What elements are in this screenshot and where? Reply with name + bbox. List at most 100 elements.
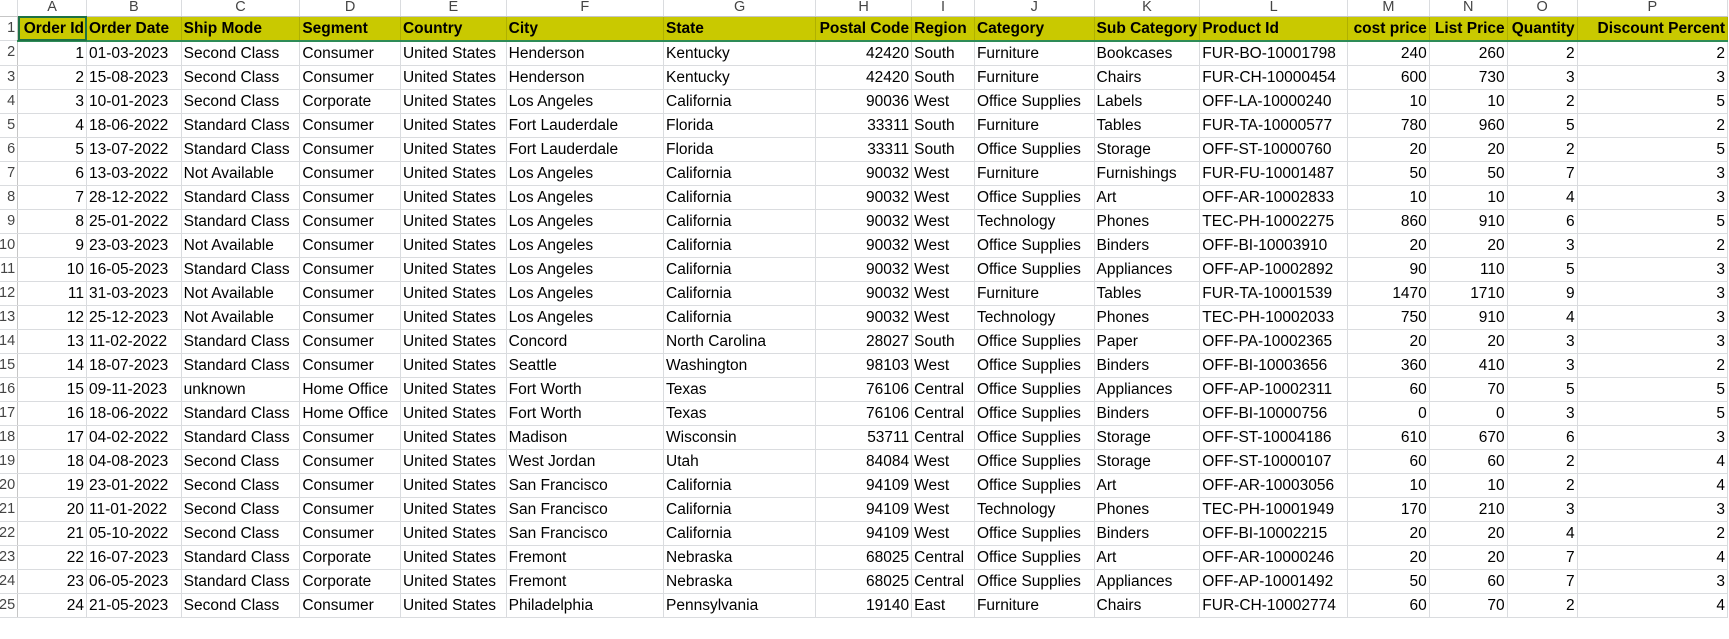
table-cell[interactable]: Los Angeles bbox=[506, 185, 665, 210]
table-cell[interactable]: Storage bbox=[1094, 137, 1201, 162]
column-header[interactable]: L bbox=[1199, 0, 1348, 17]
table-cell[interactable]: 20 bbox=[1347, 137, 1430, 162]
table-cell[interactable]: 2 bbox=[1507, 593, 1578, 618]
table-cell[interactable]: 50 bbox=[1429, 161, 1508, 186]
table-cell[interactable]: Utah bbox=[663, 449, 817, 474]
table-cell[interactable]: Storage bbox=[1094, 425, 1201, 450]
table-cell[interactable]: West bbox=[911, 185, 975, 210]
table-cell[interactable]: Seattle bbox=[506, 353, 665, 378]
table-cell[interactable]: 5 bbox=[1577, 401, 1729, 426]
table-cell[interactable]: 3 bbox=[1577, 425, 1729, 450]
table-cell[interactable]: 23-03-2023 bbox=[86, 233, 182, 258]
table-cell[interactable]: 53711 bbox=[815, 425, 913, 450]
table-cell[interactable]: California bbox=[663, 185, 817, 210]
table-cell[interactable]: Los Angeles bbox=[506, 89, 665, 114]
table-cell[interactable]: Office Supplies bbox=[974, 137, 1095, 162]
table-cell[interactable]: Texas bbox=[663, 401, 817, 426]
row-number[interactable]: 23 bbox=[0, 545, 19, 570]
table-cell[interactable]: Consumer bbox=[299, 40, 401, 66]
table-cell[interactable]: 2 bbox=[1577, 113, 1729, 138]
table-cell[interactable]: Consumer bbox=[299, 113, 401, 138]
table-cell[interactable]: California bbox=[663, 209, 817, 234]
table-cell[interactable]: 910 bbox=[1429, 209, 1508, 234]
table-cell[interactable]: 84084 bbox=[815, 449, 913, 474]
table-cell[interactable]: 2 bbox=[1507, 89, 1578, 114]
table-cell[interactable]: Texas bbox=[663, 377, 817, 402]
table-cell[interactable]: United States bbox=[400, 233, 507, 258]
row-number[interactable]: 19 bbox=[0, 449, 19, 474]
table-cell[interactable]: 04-08-2023 bbox=[86, 449, 182, 474]
table-cell[interactable]: West bbox=[911, 521, 975, 546]
table-cell[interactable]: Los Angeles bbox=[506, 161, 665, 186]
header-cell[interactable]: Category bbox=[974, 16, 1095, 42]
table-cell[interactable]: 10 bbox=[1429, 89, 1508, 114]
table-cell[interactable]: 24 bbox=[17, 593, 87, 618]
table-cell[interactable]: 6 bbox=[17, 161, 87, 186]
table-cell[interactable]: Consumer bbox=[299, 137, 401, 162]
table-cell[interactable]: 20 bbox=[1429, 137, 1508, 162]
table-cell[interactable]: 11-01-2022 bbox=[86, 497, 182, 522]
table-cell[interactable]: Fort Worth bbox=[506, 401, 665, 426]
column-header[interactable]: P bbox=[1577, 0, 1729, 17]
table-cell[interactable]: Second Class bbox=[181, 473, 301, 498]
table-cell[interactable]: Consumer bbox=[299, 497, 401, 522]
table-cell[interactable]: 3 bbox=[1577, 569, 1729, 594]
table-cell[interactable]: Not Available bbox=[181, 161, 301, 186]
table-cell[interactable]: 3 bbox=[1507, 353, 1578, 378]
table-cell[interactable]: 8 bbox=[17, 209, 87, 234]
table-cell[interactable]: 10-01-2023 bbox=[86, 89, 182, 114]
row-number[interactable]: 8 bbox=[0, 185, 19, 210]
column-header[interactable]: C bbox=[181, 0, 301, 17]
table-cell[interactable]: West bbox=[911, 89, 975, 114]
column-header[interactable]: J bbox=[974, 0, 1095, 17]
table-cell[interactable]: OFF-BI-10002215 bbox=[1199, 521, 1348, 546]
table-cell[interactable]: 90 bbox=[1347, 257, 1430, 282]
table-cell[interactable]: United States bbox=[400, 185, 507, 210]
table-cell[interactable]: Chairs bbox=[1094, 593, 1201, 618]
table-cell[interactable]: Second Class bbox=[181, 593, 301, 618]
row-number[interactable]: 9 bbox=[0, 209, 19, 234]
table-cell[interactable]: 5 bbox=[1507, 377, 1578, 402]
table-cell[interactable]: United States bbox=[400, 521, 507, 546]
table-cell[interactable]: Phones bbox=[1094, 305, 1201, 330]
table-cell[interactable]: Art bbox=[1094, 185, 1201, 210]
column-header[interactable]: M bbox=[1347, 0, 1430, 17]
table-cell[interactable]: United States bbox=[400, 473, 507, 498]
header-cell[interactable]: City bbox=[506, 16, 665, 42]
table-cell[interactable]: 5 bbox=[1507, 113, 1578, 138]
table-cell[interactable]: 3 bbox=[1577, 161, 1729, 186]
table-cell[interactable]: 42420 bbox=[815, 40, 913, 66]
table-cell[interactable]: 20 bbox=[1429, 521, 1508, 546]
table-cell[interactable]: West bbox=[911, 233, 975, 258]
table-cell[interactable]: 4 bbox=[17, 113, 87, 138]
table-cell[interactable]: Chairs bbox=[1094, 65, 1201, 90]
table-cell[interactable]: 42420 bbox=[815, 65, 913, 90]
table-cell[interactable]: West bbox=[911, 473, 975, 498]
table-cell[interactable]: 3 bbox=[1577, 497, 1729, 522]
table-cell[interactable]: 19140 bbox=[815, 593, 913, 618]
table-cell[interactable]: 10 bbox=[17, 257, 87, 282]
table-cell[interactable]: Standard Class bbox=[181, 545, 301, 570]
table-cell[interactable]: 90036 bbox=[815, 89, 913, 114]
table-cell[interactable]: FUR-CH-10000454 bbox=[1199, 65, 1348, 90]
table-cell[interactable]: 960 bbox=[1429, 113, 1508, 138]
table-cell[interactable]: Nebraska bbox=[663, 569, 817, 594]
header-cell[interactable]: Postal Code bbox=[815, 16, 913, 42]
table-cell[interactable]: 76106 bbox=[815, 377, 913, 402]
table-cell[interactable]: 20 bbox=[1429, 233, 1508, 258]
table-cell[interactable]: 94109 bbox=[815, 521, 913, 546]
table-cell[interactable]: 21 bbox=[17, 521, 87, 546]
table-cell[interactable]: 18-06-2022 bbox=[86, 401, 182, 426]
table-cell[interactable]: South bbox=[911, 329, 975, 354]
table-cell[interactable]: 12 bbox=[17, 305, 87, 330]
table-cell[interactable]: California bbox=[663, 89, 817, 114]
header-cell[interactable]: Discount Percent bbox=[1577, 16, 1729, 42]
table-cell[interactable]: Central bbox=[911, 545, 975, 570]
table-cell[interactable]: 3 bbox=[1507, 329, 1578, 354]
table-cell[interactable]: 3 bbox=[1577, 281, 1729, 306]
table-cell[interactable]: 2 bbox=[17, 65, 87, 90]
table-cell[interactable]: United States bbox=[400, 449, 507, 474]
row-number[interactable]: 6 bbox=[0, 137, 19, 162]
table-cell[interactable]: United States bbox=[400, 425, 507, 450]
